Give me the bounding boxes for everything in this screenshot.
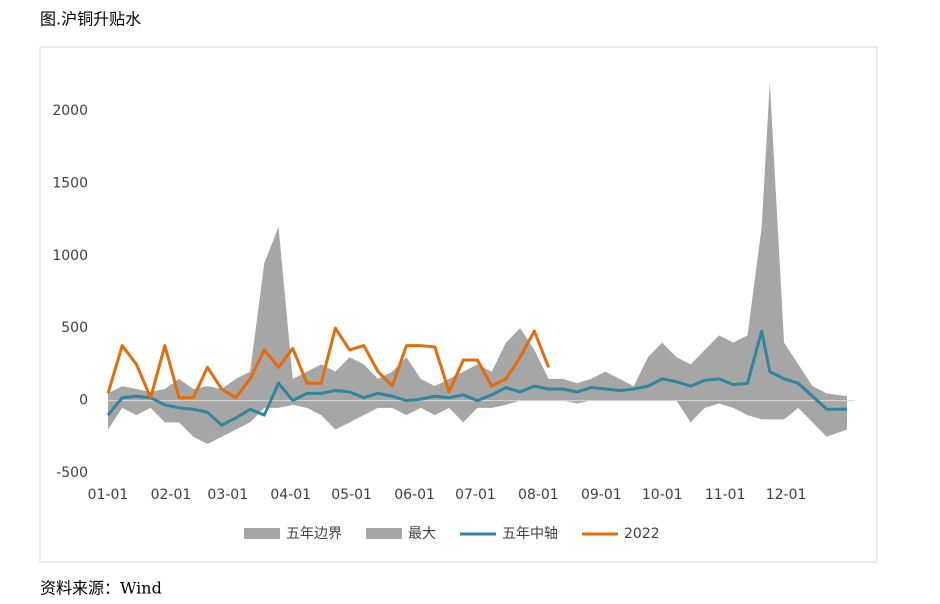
- legend-swatch: [244, 528, 280, 539]
- x-tick-label: 08-01: [518, 487, 559, 503]
- y-tick-label: 500: [61, 320, 88, 336]
- x-tick-label: 02-01: [151, 487, 192, 503]
- legend-label: 五年边界: [286, 526, 342, 542]
- y-tick-label: 2000: [52, 103, 88, 119]
- legend-swatch: [366, 528, 402, 539]
- x-tick-label: 09-01: [581, 487, 622, 503]
- x-tick-label: 10-01: [642, 487, 683, 503]
- source-note: 资料来源：Wind: [40, 579, 162, 598]
- x-tick-label: 06-01: [394, 487, 435, 503]
- series-line: [106, 326, 550, 400]
- y-tick-label: 1000: [52, 248, 88, 264]
- x-tick-label: 03-01: [207, 487, 248, 503]
- x-tick-label: 11-01: [705, 487, 746, 503]
- y-tick-label: 1500: [52, 175, 88, 191]
- legend-label: 最大: [408, 526, 436, 542]
- x-tick-label: 01-01: [88, 487, 129, 503]
- x-tick-label: 04-01: [270, 487, 311, 503]
- legend-label: 五年中轴: [502, 526, 558, 542]
- y-tick-label: 0: [79, 393, 88, 409]
- x-tick-label: 05-01: [331, 487, 372, 503]
- series-line: [106, 329, 847, 427]
- chart-title: 图.沪铜升贴水: [40, 10, 141, 29]
- chart-frame: [39, 46, 878, 563]
- band-area: [108, 82, 847, 401]
- legend-label: 2022: [624, 526, 660, 542]
- y-tick-label: -500: [56, 465, 88, 481]
- x-tick-label: 07-01: [455, 487, 496, 503]
- band-area: [108, 397, 847, 445]
- x-tick-label: 12-01: [766, 487, 807, 503]
